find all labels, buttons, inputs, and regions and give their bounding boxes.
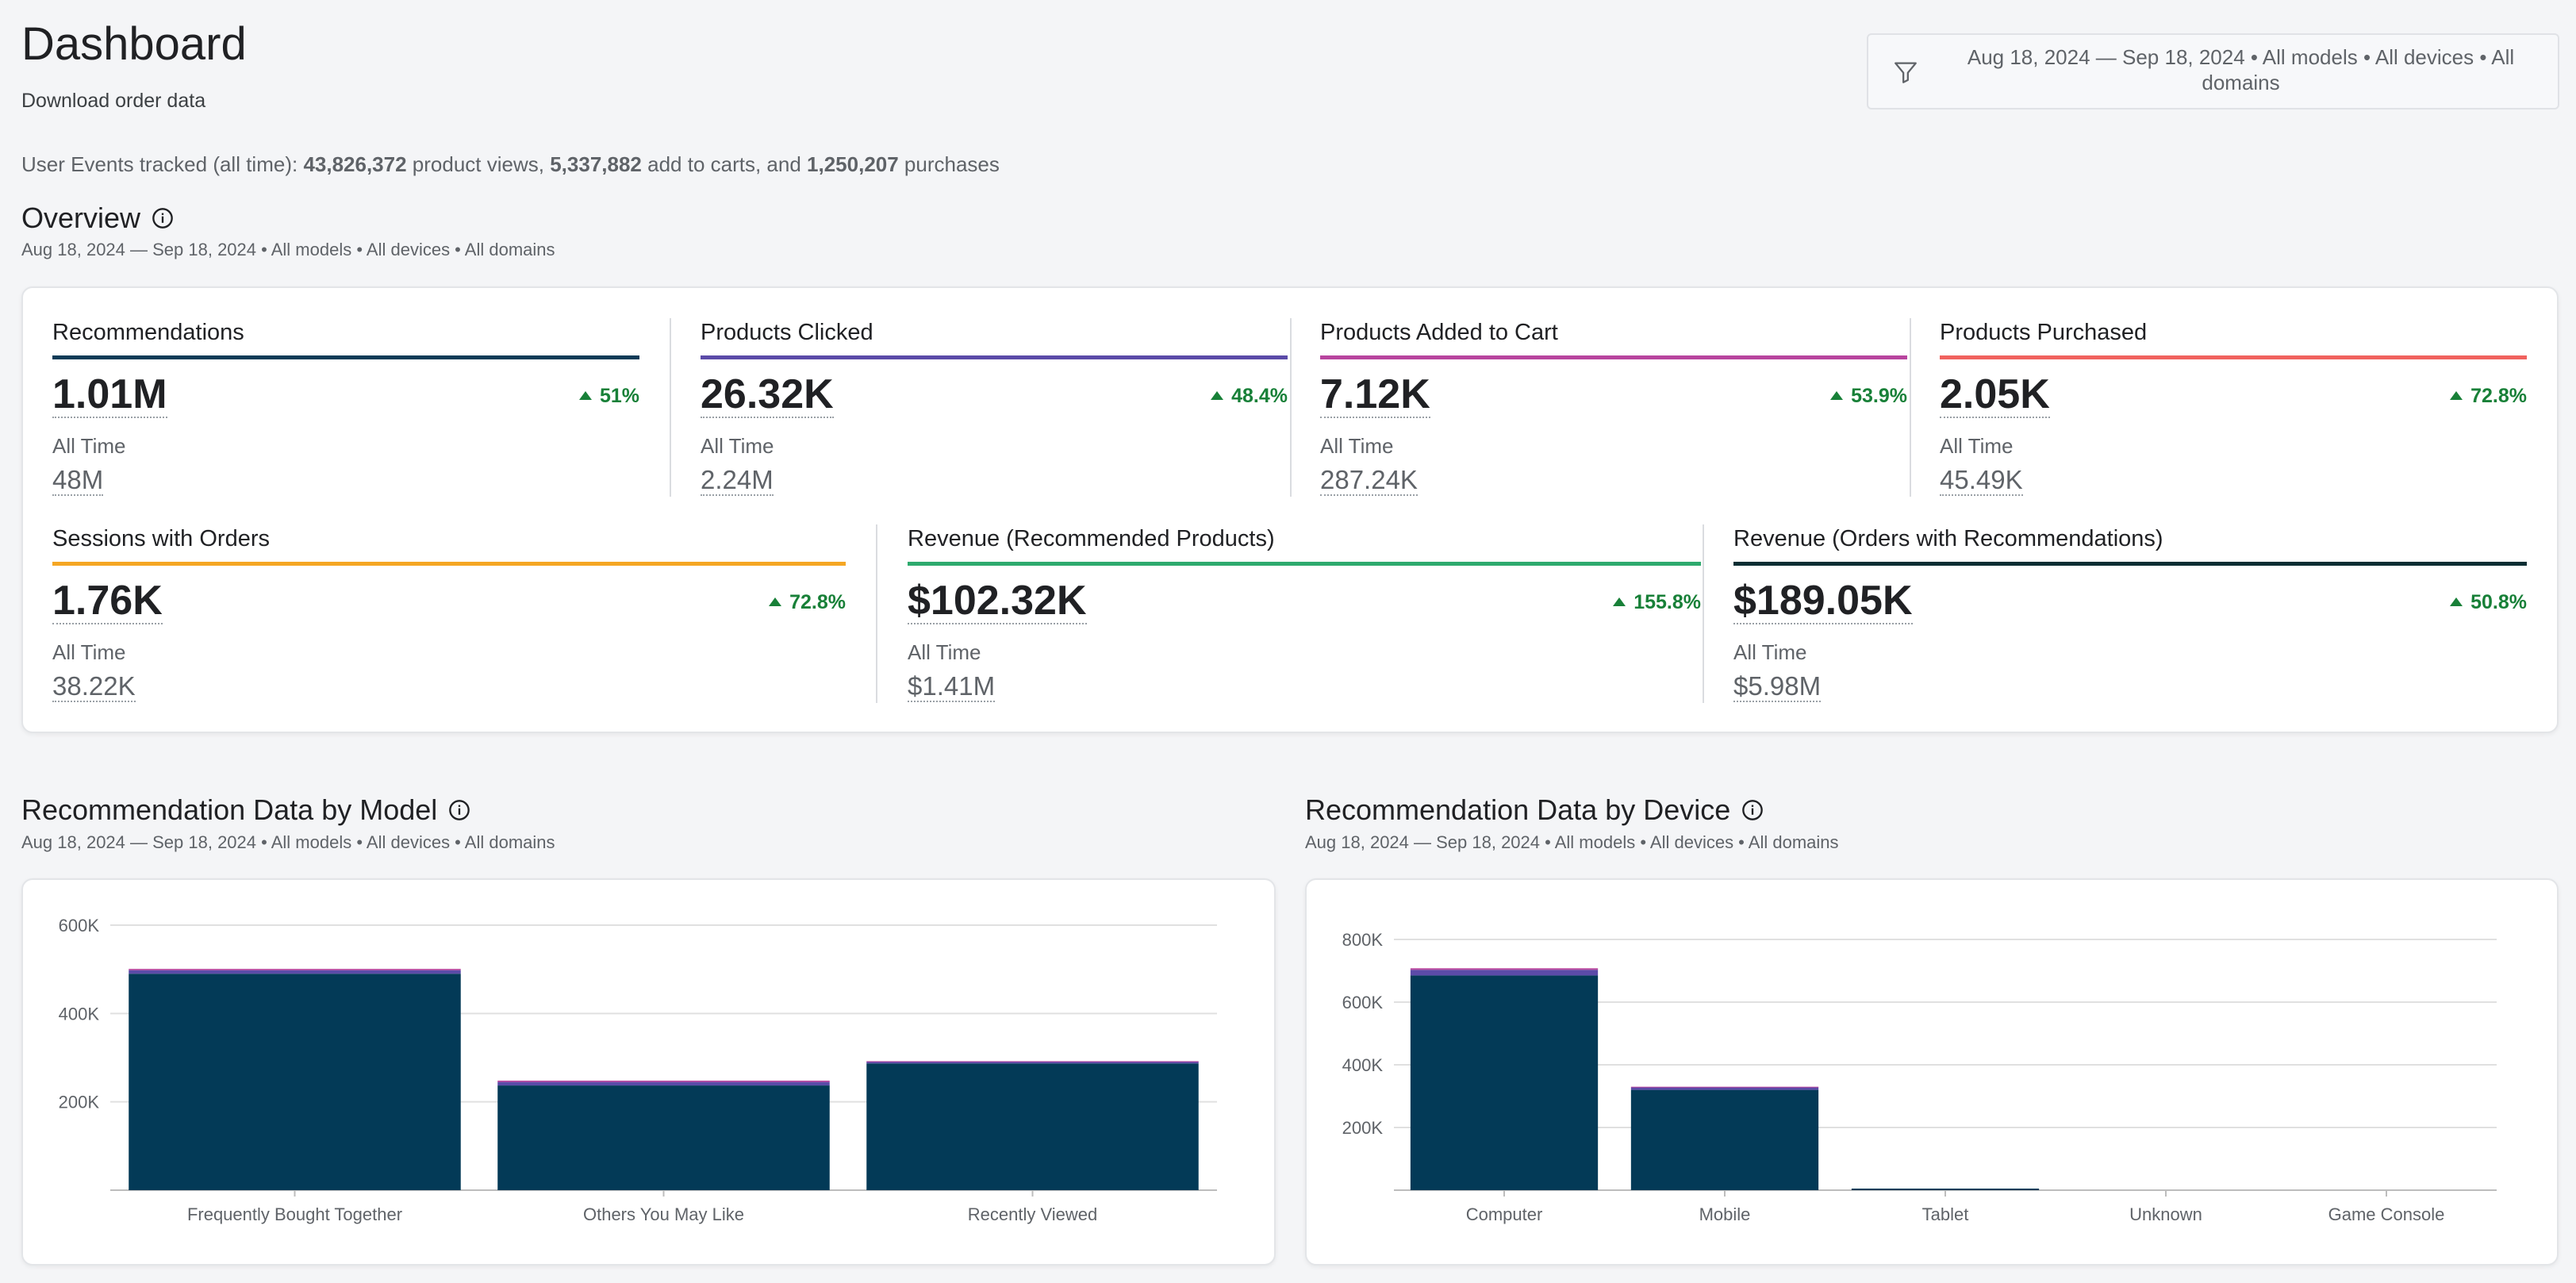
bar-recommendations[interactable] [1410, 975, 1599, 1190]
metric-value[interactable]: 1.76K [52, 578, 163, 624]
model-bar-chart: 200K 400K 600K Frequently Bought Together Ot… [59, 916, 1217, 1224]
overview-title: Overview [21, 202, 174, 235]
metric-all-time[interactable]: 48M [52, 465, 104, 496]
metric-revenue-orders-with-recommendations: Revenue (Orders with Recommendations) $1… [1733, 526, 2527, 702]
y-tick-label: 400K [59, 1004, 100, 1024]
metric-value[interactable]: $189.05K [1733, 578, 1913, 624]
device-section-title: Recommendation Data by Device [1305, 793, 1764, 827]
metric-products-purchased: Products Purchased 2.05K 72.8% All Time … [1940, 320, 2527, 496]
bar-products-added-to-cart[interactable] [497, 1080, 830, 1082]
metric-value[interactable]: 26.32K [701, 371, 834, 418]
metric-delta: 51% [578, 385, 639, 408]
x-tick-label: Game Console [2328, 1204, 2445, 1224]
metric-sessions-with-orders: Sessions with Orders 1.76K 72.8% All Tim… [52, 526, 846, 702]
model-section-title: Recommendation Data by Model [21, 793, 470, 827]
model-chart-card: 200K 400K 600K Frequently Bought Together Ot… [21, 878, 1276, 1266]
metric-delta: 48.4% [1211, 385, 1288, 408]
x-tick-label: Others You May Like [583, 1204, 744, 1224]
metric-delta: 72.8% [2450, 385, 2527, 408]
bar-products-clicked[interactable] [1630, 1087, 1819, 1090]
info-icon[interactable] [448, 799, 470, 821]
bar-products-clicked[interactable] [129, 970, 461, 974]
metric-products-clicked: Products Clicked 26.32K 48.4% All Time 2… [701, 320, 1288, 496]
product-views-count: 43,826,372 [303, 152, 407, 176]
bar-recommendations[interactable] [129, 974, 461, 1190]
bar-recommendations[interactable] [1630, 1089, 1819, 1190]
metric-all-time[interactable]: 287.24K [1320, 465, 1418, 496]
bar-recommendations[interactable] [1851, 1189, 2040, 1190]
bar-products-clicked[interactable] [866, 1062, 1199, 1064]
metric-all-time[interactable]: 2.24M [701, 465, 774, 496]
metric-products-added-to-cart: Products Added to Cart 7.12K 53.9% All T… [1320, 320, 1907, 496]
metric-delta: 53.9% [1830, 385, 1907, 408]
bar-products-clicked[interactable] [497, 1081, 830, 1086]
x-tick-label: Unknown [2129, 1204, 2202, 1224]
metric-value[interactable]: 2.05K [1940, 371, 2050, 418]
bar-products-added-to-cart[interactable] [1410, 968, 1599, 970]
metric-all-time[interactable]: $1.41M [908, 671, 996, 702]
metric-delta: 50.8% [2450, 591, 2527, 614]
y-tick-label: 600K [59, 916, 100, 935]
bar-recommendations[interactable] [866, 1063, 1199, 1190]
add-to-carts-count: 5,337,882 [550, 152, 642, 176]
y-tick-label: 400K [1342, 1055, 1384, 1075]
device-section-subtitle: Aug 18, 2024 — Sep 18, 2024 • All models… [1305, 832, 1839, 852]
x-tick-label: Computer [1466, 1204, 1543, 1224]
page-title: Dashboard [21, 18, 247, 70]
metric-delta: 72.8% [769, 591, 846, 614]
model-section-subtitle: Aug 18, 2024 — Sep 18, 2024 • All models… [21, 832, 555, 852]
purchases-count: 1,250,207 [807, 152, 899, 176]
info-icon[interactable] [152, 207, 174, 229]
x-tick-label: Mobile [1699, 1204, 1751, 1224]
events-summary: User Events tracked (all time): 43,826,3… [21, 152, 1000, 176]
x-tick-label: Tablet [1922, 1204, 1969, 1224]
metric-value[interactable]: 7.12K [1320, 371, 1430, 418]
metric-delta: 155.8% [1613, 591, 1701, 614]
bar-products-added-to-cart[interactable] [1630, 1086, 1819, 1088]
metric-value[interactable]: $102.32K [908, 578, 1087, 624]
filter-button[interactable]: Aug 18, 2024 — Sep 18, 2024 • All models… [1867, 33, 2559, 109]
bar-products-added-to-cart[interactable] [129, 969, 461, 970]
x-tick-label: Recently Viewed [968, 1204, 1097, 1224]
overview-card: Recommendations 1.01M 51% All Time 48M P… [21, 286, 2559, 733]
info-icon[interactable] [1741, 799, 1764, 821]
y-tick-label: 800K [1342, 930, 1384, 950]
y-tick-label: 200K [1342, 1118, 1384, 1138]
bar-products-added-to-cart[interactable] [866, 1061, 1199, 1062]
metric-value[interactable]: 1.01M [52, 371, 167, 418]
y-tick-label: 200K [59, 1093, 100, 1112]
device-chart-card: 200K 400K 600K 800K Computer Mobile Tablet Unkn… [1305, 878, 2559, 1266]
metric-all-time[interactable]: $5.98M [1733, 671, 1822, 702]
bar-recommendations[interactable] [497, 1085, 830, 1190]
metric-all-time[interactable]: 38.22K [52, 671, 136, 702]
x-tick-label: Frequently Bought Together [187, 1204, 402, 1224]
bar-products-clicked[interactable] [1410, 970, 1599, 976]
download-order-data-link[interactable]: Download order data [21, 90, 206, 112]
filter-summary: Aug 18, 2024 — Sep 18, 2024 • All models… [1967, 45, 2515, 94]
metric-revenue-recommended-products: Revenue (Recommended Products) $102.32K … [908, 526, 1701, 702]
metric-recommendations: Recommendations 1.01M 51% All Time 48M [52, 320, 639, 496]
metric-all-time[interactable]: 45.49K [1940, 465, 2023, 496]
filter-icon [1895, 62, 1917, 83]
y-tick-label: 600K [1342, 993, 1384, 1012]
device-bar-chart: 200K 400K 600K 800K Computer Mobile Tablet Unkn… [1342, 930, 2497, 1224]
overview-subtitle: Aug 18, 2024 — Sep 18, 2024 • All models… [21, 240, 555, 259]
